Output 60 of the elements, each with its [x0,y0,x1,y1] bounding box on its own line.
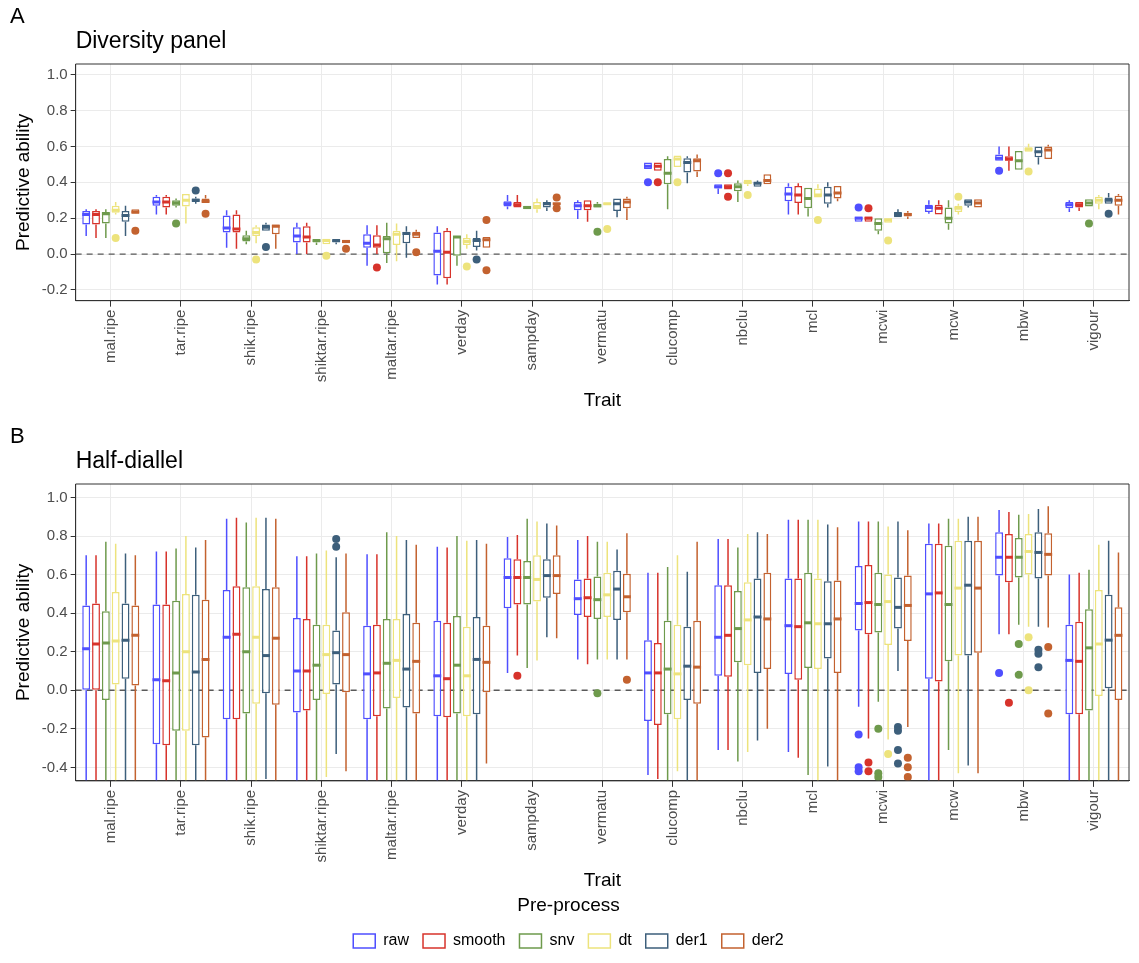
x-tick-label: mcl [803,309,821,333]
y-tick-label: 0.6 [46,136,68,154]
x-tick-label: vigour [1084,789,1102,831]
y-tick-label: 1.0 [46,64,68,82]
legend-label: der2 [751,931,784,949]
x-tick-label: maltar.ripe [381,789,399,860]
y-tick-label: 0.8 [46,526,68,544]
x-tick-label: mcwi [873,789,891,825]
y-tick-label: 0.4 [46,603,68,621]
x-tick-label: mcl [803,789,821,814]
x-tick-label: shik.ripe [241,789,259,846]
x-tick-label: sampday [522,789,540,851]
y-axis-title: Predictive ability [11,563,33,702]
x-tick-label: tar.ripe [171,789,189,836]
chart-title: Diversity panel [75,26,227,53]
x-tick-label: mbw [1013,309,1031,342]
x-tick-label: mbw [1013,789,1031,822]
x-tick-label: clucomp [662,789,680,846]
x-tick-label: nbclu [732,789,750,826]
chart-title: Half-diallel [75,446,184,473]
y-tick-label: 0.0 [46,680,68,698]
x-tick-label: mcwi [873,309,891,344]
x-tick-label: shik.ripe [241,309,259,366]
y-tick-label: 0.0 [46,244,68,262]
x-tick-label: sampday [522,309,540,371]
x-tick-label: verday [452,789,470,835]
x-tick-label: tar.ripe [171,309,189,356]
text: A [10,3,25,29]
x-tick-label: clucomp [662,309,680,366]
y-tick-label: -0.4 [41,757,68,775]
x-tick-label: nbclu [732,309,750,346]
x-tick-label: shiktar.ripe [311,789,329,863]
legend-label: raw [383,931,410,949]
y-tick-label: 0.8 [46,100,68,118]
legend-label: snv [549,931,575,949]
y-tick-label: 0.2 [46,208,68,226]
legend-title: Pre-process [517,893,620,915]
x-tick-label: mcw [943,789,961,821]
y-axis-title: Predictive ability [11,113,33,251]
x-tick-label: verday [452,309,470,355]
y-tick-label: 0.4 [46,172,68,190]
y-tick-label: 1.0 [46,487,68,505]
y-tick-label: -0.2 [41,280,68,298]
x-tick-label: vermatu [592,789,610,845]
y-tick-label: -0.2 [41,718,68,736]
x-tick-label: vigour [1084,309,1102,351]
x-tick-label: maltar.ripe [381,309,399,380]
x-axis-title: Trait [583,869,622,891]
y-tick-label: 0.6 [46,564,68,582]
legend-label: der1 [675,931,708,949]
x-axis-title: Trait [583,388,622,410]
x-tick-label: shiktar.ripe [311,309,329,383]
legend-label: smooth [453,931,506,949]
text: B [10,423,25,449]
x-tick-label: mcw [943,309,961,341]
y-tick-label: 0.2 [46,641,68,659]
x-tick-label: mal.ripe [100,309,118,364]
x-tick-label: mal.ripe [100,789,118,844]
legend-label: dt [618,931,633,949]
x-tick-label: vermatu [592,309,610,364]
